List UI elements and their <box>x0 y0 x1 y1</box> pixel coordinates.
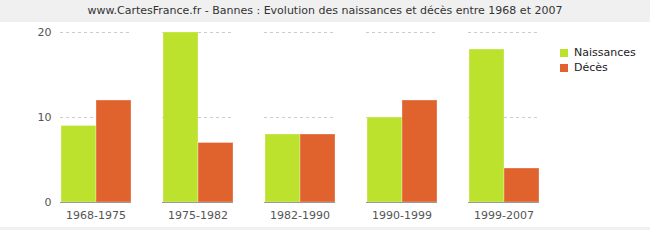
html-text:Décès: Décès <box>574 61 608 74</box>
html-text:Naissances: Naissances <box>574 46 636 59</box>
svg-text:0: 0 <box>45 196 52 209</box>
html-text:www.CartesFrance.fr - Bannes :: www.CartesFrance.fr - Bannes : Evolution… <box>87 4 563 17</box>
svg-text:20: 20 <box>38 26 52 39</box>
svg-text:1968-1975: 1968-1975 <box>66 209 126 222</box>
svg-text:1999-2007: 1999-2007 <box>474 209 534 222</box>
svg-text:10: 10 <box>38 111 52 124</box>
svg-text:1982-1990: 1982-1990 <box>270 209 330 222</box>
svg-text:1975-1982: 1975-1982 <box>168 209 228 222</box>
svg-text:1990-1999: 1990-1999 <box>372 209 432 222</box>
